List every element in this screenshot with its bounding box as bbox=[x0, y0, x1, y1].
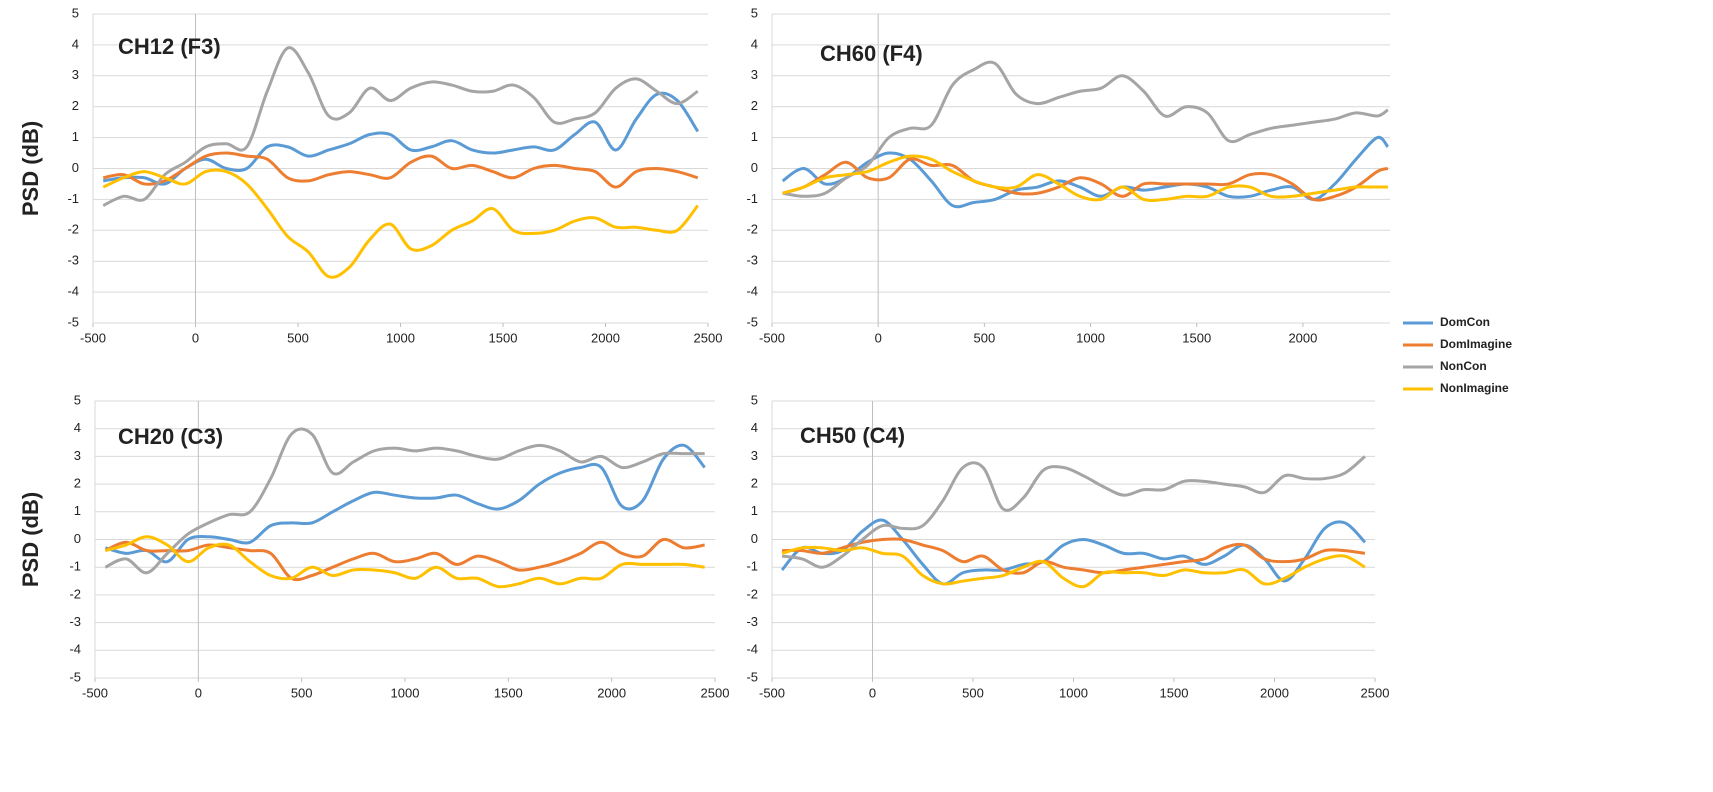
x-tick-label: 500 bbox=[962, 685, 984, 700]
x-tick-label: -500 bbox=[759, 685, 785, 700]
y-tick-label: 4 bbox=[751, 36, 758, 51]
x-tick-label: 2500 bbox=[1361, 685, 1390, 700]
y-tick-label: -3 bbox=[69, 614, 81, 629]
y-tick-label: -5 bbox=[69, 669, 81, 684]
series-line bbox=[104, 535, 705, 589]
series-line bbox=[104, 427, 705, 575]
y-tick-label: -3 bbox=[746, 614, 758, 629]
y-tick-label: 2 bbox=[74, 476, 81, 491]
series-line bbox=[781, 455, 1366, 569]
y-tick-label: 2 bbox=[751, 98, 758, 113]
series-line bbox=[102, 46, 699, 207]
legend-label: DomImagine bbox=[1440, 337, 1512, 351]
series-line bbox=[103, 91, 700, 186]
series-line bbox=[102, 168, 699, 279]
x-tick-label: 1000 bbox=[1076, 330, 1105, 345]
y-tick-label: 5 bbox=[72, 5, 79, 20]
series-line bbox=[782, 60, 1389, 198]
x-tick-label: 500 bbox=[974, 330, 996, 345]
x-tick-label: 0 bbox=[192, 330, 199, 345]
y-tick-label: -2 bbox=[746, 222, 758, 237]
series-line bbox=[102, 151, 699, 189]
y-tick-label: -4 bbox=[746, 284, 758, 299]
series-line bbox=[782, 537, 1366, 575]
y-tick-label: -1 bbox=[67, 191, 79, 206]
y-tick-label: -3 bbox=[67, 253, 79, 268]
x-tick-label: 1500 bbox=[489, 330, 518, 345]
x-tick-label: 500 bbox=[287, 330, 309, 345]
x-tick-label: 1000 bbox=[1059, 685, 1088, 700]
y-tick-label: 2 bbox=[751, 476, 758, 491]
x-tick-label: 1000 bbox=[391, 685, 420, 700]
y-tick-label: 5 bbox=[751, 392, 758, 407]
y-tick-label: 1 bbox=[751, 503, 758, 518]
y-tick-label: 2 bbox=[72, 98, 79, 113]
legend-label: DomCon bbox=[1440, 315, 1490, 329]
y-tick-label: -2 bbox=[69, 586, 81, 601]
x-tick-label: 2000 bbox=[597, 685, 626, 700]
x-tick-label: 2500 bbox=[701, 685, 730, 700]
y-tick-label: -2 bbox=[746, 586, 758, 601]
series-line bbox=[781, 135, 1390, 209]
y-tick-label: 4 bbox=[74, 420, 81, 435]
y-tick-label: 5 bbox=[751, 5, 758, 20]
chart-title: CH60 (F4) bbox=[820, 41, 923, 66]
y-tick-label: 0 bbox=[751, 160, 758, 175]
y-tick-label: -4 bbox=[69, 642, 81, 657]
x-tick-label: 1500 bbox=[1160, 685, 1189, 700]
x-tick-label: 1500 bbox=[494, 685, 523, 700]
y-tick-label: 1 bbox=[751, 129, 758, 144]
x-tick-label: 2000 bbox=[591, 330, 620, 345]
y-tick-label: 1 bbox=[74, 503, 81, 518]
x-tick-label: 2500 bbox=[694, 330, 723, 345]
y-tick-label: -1 bbox=[746, 191, 758, 206]
y-tick-label: 5 bbox=[74, 392, 81, 407]
y-tick-label: -5 bbox=[67, 314, 79, 329]
x-tick-label: 2000 bbox=[1260, 685, 1289, 700]
x-tick-label: -500 bbox=[80, 330, 106, 345]
legend-label: NonImagine bbox=[1440, 381, 1509, 395]
y-axis-label: PSD (dB) bbox=[18, 492, 43, 587]
y-tick-label: -1 bbox=[746, 559, 758, 574]
y-tick-label: 3 bbox=[751, 448, 758, 463]
y-tick-label: 3 bbox=[72, 67, 79, 82]
y-tick-label: 1 bbox=[72, 129, 79, 144]
chart-title: CH12 (F3) bbox=[118, 34, 221, 59]
legend-label: NonCon bbox=[1440, 359, 1487, 373]
x-tick-label: -500 bbox=[82, 685, 108, 700]
y-tick-label: 4 bbox=[751, 420, 758, 435]
x-tick-label: 0 bbox=[875, 330, 882, 345]
y-tick-label: 0 bbox=[72, 160, 79, 175]
x-tick-label: 0 bbox=[195, 685, 202, 700]
y-tick-label: 0 bbox=[751, 531, 758, 546]
y-tick-label: -5 bbox=[746, 314, 758, 329]
x-tick-label: 1000 bbox=[386, 330, 415, 345]
x-tick-label: 500 bbox=[291, 685, 313, 700]
x-tick-label: 1500 bbox=[1182, 330, 1211, 345]
x-tick-label: 0 bbox=[869, 685, 876, 700]
y-tick-label: -4 bbox=[67, 284, 79, 299]
x-tick-label: 2000 bbox=[1288, 330, 1317, 345]
series-line bbox=[781, 545, 1366, 589]
series-line bbox=[104, 537, 705, 582]
y-tick-label: 4 bbox=[72, 36, 79, 51]
series-line bbox=[782, 157, 1389, 202]
x-tick-label: -500 bbox=[759, 330, 785, 345]
series-line bbox=[104, 443, 706, 564]
series-line bbox=[780, 518, 1367, 586]
y-tick-label: -1 bbox=[69, 559, 81, 574]
y-tick-label: -2 bbox=[67, 222, 79, 237]
y-tick-label: 3 bbox=[751, 67, 758, 82]
y-tick-label: -5 bbox=[746, 669, 758, 684]
y-tick-label: 3 bbox=[74, 448, 81, 463]
y-tick-label: -4 bbox=[746, 642, 758, 657]
chart-title: CH50 (C4) bbox=[800, 423, 905, 448]
chart-title: CH20 (C3) bbox=[118, 424, 223, 449]
series-line bbox=[782, 154, 1388, 202]
y-tick-label: 0 bbox=[74, 531, 81, 546]
y-axis-label: PSD (dB) bbox=[18, 121, 43, 216]
y-tick-label: -3 bbox=[746, 253, 758, 268]
